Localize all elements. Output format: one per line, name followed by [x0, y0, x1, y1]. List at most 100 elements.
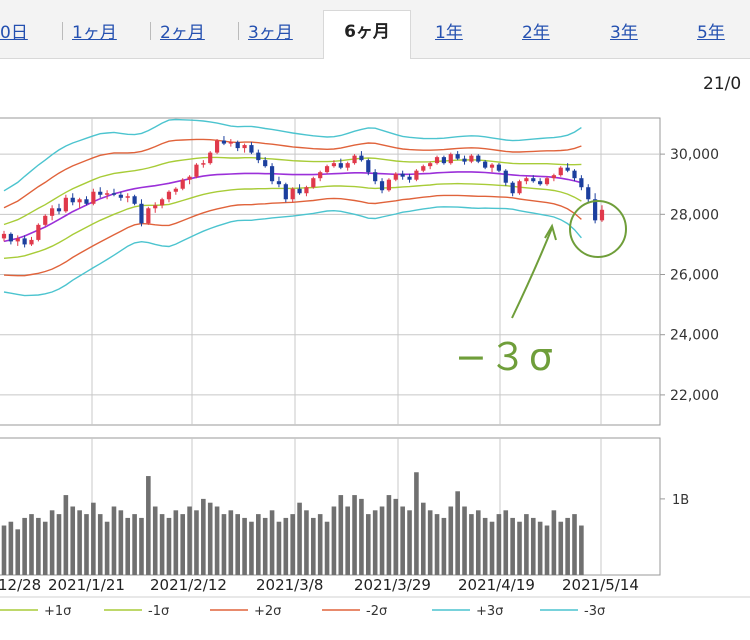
volume-bar	[42, 521, 48, 575]
candle-body	[318, 172, 323, 179]
volume-bar	[173, 510, 179, 575]
volume-bar	[36, 517, 41, 575]
volume-bar	[1, 525, 7, 575]
volume-bar	[427, 510, 433, 575]
tab-7[interactable]: 3年	[610, 23, 638, 43]
volume-bar	[386, 495, 392, 575]
candle-body	[428, 163, 433, 167]
candle-body	[359, 155, 364, 161]
volume-bar	[97, 514, 103, 575]
legend-label: -2σ	[366, 604, 387, 619]
candle-body	[579, 178, 584, 188]
x-tick-label: 2021/3/29	[354, 576, 431, 594]
candle-body	[407, 176, 412, 180]
candle-body	[324, 166, 330, 173]
candle-body	[56, 208, 62, 212]
legend-label: +2σ	[254, 604, 281, 619]
volume-bar	[118, 510, 124, 575]
annotation-arrow	[511, 227, 553, 319]
candle-body	[297, 188, 302, 194]
candle-body	[455, 154, 460, 159]
candle-body	[1, 233, 7, 239]
volume-bar	[139, 517, 144, 575]
x-tick-label: 2021/3/8	[256, 576, 323, 594]
candle-body	[434, 157, 440, 164]
candle-body	[489, 164, 495, 168]
volume-bar	[290, 514, 295, 575]
tab-0[interactable]: 0日	[0, 23, 28, 43]
volume-bar	[510, 517, 515, 575]
volume-bar	[352, 495, 357, 575]
volume-panel	[0, 437, 661, 576]
tab-4[interactable]: 6ヶ月	[323, 10, 411, 59]
candle-body	[593, 199, 598, 221]
candle-body	[256, 152, 261, 161]
volume-bar	[579, 525, 584, 575]
volume-bar	[475, 510, 481, 575]
candle-body	[50, 208, 55, 216]
candle-body	[531, 178, 536, 182]
candle-body	[70, 197, 75, 203]
volume-bar	[441, 517, 447, 575]
band-line-plus3sigma	[3, 118, 582, 192]
tab-3[interactable]: 3ヶ月	[248, 23, 293, 43]
candle-body	[84, 199, 89, 204]
tab-2[interactable]: 2ヶ月	[160, 23, 205, 43]
candle-body	[221, 140, 227, 144]
candle-body	[373, 172, 378, 182]
volume-bar	[283, 517, 289, 575]
volume-bar	[29, 514, 34, 575]
candle-body	[118, 194, 123, 198]
volume-bar	[104, 521, 110, 575]
tab-separator	[238, 22, 239, 40]
candle-body	[208, 152, 213, 164]
volume-bar	[324, 521, 330, 575]
candle-body	[331, 163, 337, 167]
volume-bar	[572, 514, 577, 575]
candle-body	[586, 187, 591, 200]
tab-separator	[62, 22, 63, 40]
tab-8[interactable]: 5年	[697, 23, 725, 43]
volume-bar	[414, 472, 419, 575]
candle-body	[249, 145, 254, 153]
candle-body	[125, 196, 130, 198]
candle-body	[338, 163, 343, 168]
volume-bar	[544, 525, 550, 575]
volume-bar	[187, 506, 192, 575]
candle-body	[214, 140, 220, 153]
tab-5[interactable]: 1年	[435, 23, 463, 43]
candle-body	[366, 160, 371, 173]
candle-body	[132, 196, 137, 204]
candle-body	[524, 178, 529, 182]
candle-body	[105, 193, 110, 195]
candle-body	[43, 215, 48, 225]
legend-label: -1σ	[148, 604, 169, 619]
candle-body	[565, 167, 570, 171]
candle-body	[15, 238, 20, 242]
volume-bar	[15, 529, 21, 575]
volume-bar	[228, 510, 234, 575]
volume-bar	[448, 506, 454, 575]
volume-bar	[365, 514, 371, 575]
candle-body	[544, 178, 550, 185]
legend-label: -3σ	[584, 604, 605, 619]
volume-bar	[180, 514, 186, 575]
x-tick-label: 12/28	[0, 576, 41, 594]
volume-bar	[84, 514, 89, 575]
volume-bar	[372, 510, 378, 575]
volume-bar	[407, 510, 412, 575]
volume-bar	[530, 517, 536, 575]
volume-bar	[489, 521, 495, 575]
candle-body	[538, 181, 543, 185]
volume-bar	[338, 495, 344, 575]
candle-body	[98, 191, 103, 195]
candle-body	[194, 164, 199, 177]
volume-bar	[242, 517, 247, 575]
tab-6[interactable]: 2年	[522, 23, 550, 43]
volume-bar	[503, 510, 509, 575]
candle-body	[269, 166, 275, 182]
volume-bar	[159, 514, 165, 575]
volume-tick-label: 1B	[672, 493, 689, 508]
tab-1[interactable]: 1ヶ月	[72, 23, 117, 43]
